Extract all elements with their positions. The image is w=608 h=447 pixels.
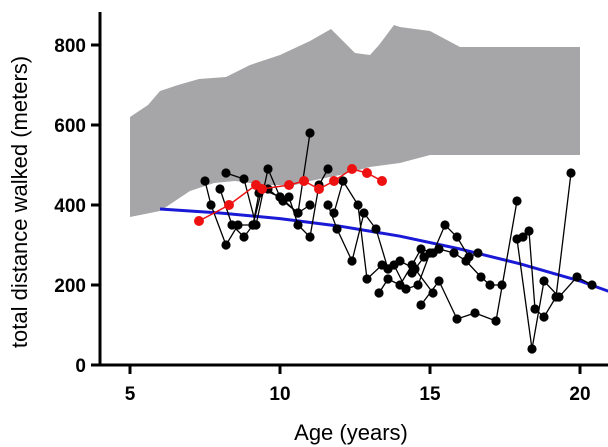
data-point	[476, 272, 486, 282]
data-point	[452, 232, 462, 242]
y-tick-label: 200	[54, 276, 86, 297]
data-point	[407, 268, 417, 278]
data-point	[440, 220, 450, 230]
data-point	[413, 280, 423, 290]
data-point	[416, 300, 426, 310]
highlight-point	[257, 184, 267, 194]
data-point	[527, 344, 537, 354]
data-point	[539, 276, 549, 286]
patient-series-line	[420, 200, 518, 322]
data-point	[206, 200, 216, 210]
data-point	[374, 288, 384, 298]
patient-series-layer	[200, 128, 597, 354]
highlight-point	[347, 164, 357, 174]
axes-layer: 0 200 400 600 800 5 10 15 20	[54, 12, 608, 405]
patient-series-8	[416, 196, 522, 326]
highlight-point	[224, 200, 234, 210]
highlight-point	[377, 176, 387, 186]
data-point	[389, 260, 399, 270]
data-point	[512, 196, 522, 206]
data-point	[362, 274, 372, 284]
data-point	[416, 244, 426, 254]
x-axis-label: Age (years)	[294, 420, 408, 445]
patient-series-10	[512, 234, 597, 354]
trend-line-layer	[159, 207, 608, 293]
y-tick-label: 600	[54, 116, 86, 137]
data-point	[449, 248, 459, 258]
data-point	[239, 174, 249, 184]
data-point	[215, 184, 225, 194]
data-point	[293, 208, 303, 218]
data-point	[377, 260, 387, 270]
reference-band-layer	[130, 25, 580, 217]
x-tick-label: 10	[269, 384, 290, 405]
data-point	[347, 256, 357, 266]
data-point	[359, 208, 369, 218]
x-tick-label: 15	[419, 384, 441, 405]
data-point	[323, 164, 333, 174]
data-point	[353, 200, 363, 210]
data-point	[428, 288, 438, 298]
data-point	[566, 168, 576, 178]
data-point	[470, 308, 480, 318]
patient-series-7	[407, 244, 507, 290]
data-point	[227, 220, 237, 230]
highlight-point	[284, 180, 294, 190]
data-point	[485, 280, 495, 290]
data-point	[572, 272, 582, 282]
data-point	[587, 280, 597, 290]
trend-line	[159, 207, 608, 293]
data-point	[293, 220, 303, 230]
data-point	[263, 164, 273, 174]
data-point	[383, 274, 393, 284]
y-tick-label: 400	[54, 196, 86, 217]
data-point	[419, 252, 429, 262]
data-point	[434, 244, 444, 254]
y-tick-label: 0	[75, 356, 86, 377]
data-point	[407, 260, 417, 270]
data-point	[305, 232, 315, 242]
data-point	[539, 312, 549, 322]
data-point	[371, 224, 381, 234]
patient-series-9	[518, 168, 576, 322]
highlight-point	[194, 216, 204, 226]
reference-band	[130, 25, 580, 217]
x-tick-label: 5	[125, 384, 136, 405]
data-point	[200, 176, 210, 186]
data-point	[329, 208, 339, 218]
data-point	[473, 248, 483, 258]
data-point	[395, 280, 405, 290]
y-axis-label: total distance walked (meters)	[7, 56, 32, 348]
highlight-point	[329, 176, 339, 186]
data-point	[512, 234, 522, 244]
x-tick-label: 20	[569, 384, 590, 405]
highlight-series-layer	[194, 164, 387, 226]
data-point	[530, 304, 540, 314]
data-point	[434, 276, 444, 286]
data-point	[323, 200, 333, 210]
data-point	[305, 128, 315, 138]
patient-series-5	[329, 176, 435, 294]
data-point	[248, 220, 258, 230]
data-point	[332, 224, 342, 234]
data-point	[461, 256, 471, 266]
data-point	[221, 168, 231, 178]
highlight-point	[299, 176, 309, 186]
y-tick-label: 800	[54, 36, 86, 57]
data-point	[491, 316, 501, 326]
patient-series-line	[378, 223, 479, 294]
data-point	[221, 240, 231, 250]
data-point	[452, 314, 462, 324]
patient-series-line	[522, 172, 572, 319]
highlight-point	[362, 168, 372, 178]
data-point	[554, 292, 564, 302]
data-point	[524, 226, 534, 236]
data-point	[338, 176, 348, 186]
highlight-point	[314, 184, 324, 194]
data-point	[305, 200, 315, 210]
data-point	[278, 196, 288, 206]
patient-series-3	[215, 184, 315, 242]
data-point	[239, 232, 249, 242]
